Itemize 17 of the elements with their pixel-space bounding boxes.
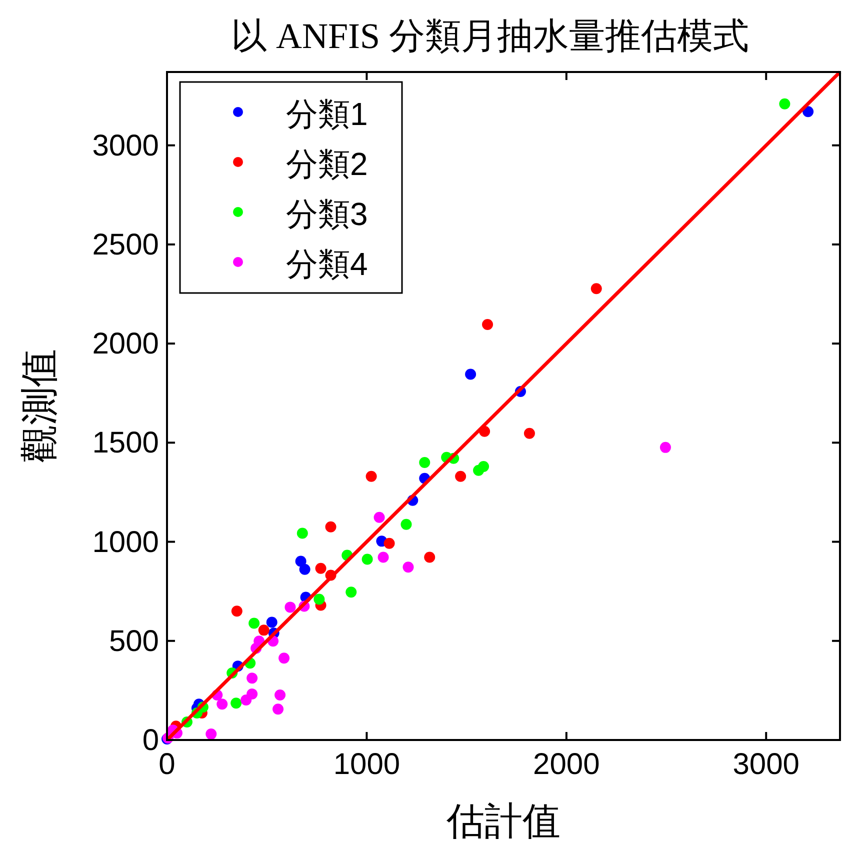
x-tick-label: 2000	[533, 748, 600, 781]
legend-label: 分類4	[286, 246, 368, 282]
y-tick-label: 500	[108, 624, 159, 658]
x-tick-label: 1000	[333, 748, 400, 781]
x-tick-label: 3000	[732, 748, 800, 781]
y-tick-label: 2500	[92, 228, 159, 262]
legend-label: 分類2	[286, 146, 368, 182]
y-axis-title: 觀測值	[19, 349, 61, 463]
y-tick-label: 2000	[92, 328, 159, 361]
legend-label: 分類1	[286, 96, 368, 132]
chart-title: 以 ANFIS 分類月抽水量推估模式	[230, 16, 750, 56]
y-tick-label: 1500	[92, 426, 159, 460]
y-tick-label: 0	[142, 724, 159, 757]
x-axis-title: 估計值	[446, 801, 560, 841]
legend-label: 分類3	[286, 196, 368, 232]
y-tick-label: 3000	[92, 129, 159, 162]
y-tick-label: 1000	[92, 526, 159, 559]
